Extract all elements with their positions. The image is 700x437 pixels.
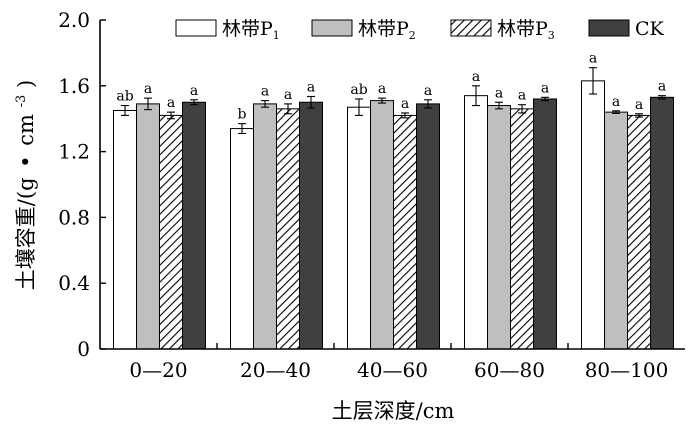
significance-letter: a — [658, 79, 666, 95]
x-tick-label: 60—80 — [474, 358, 545, 382]
y-tick-label: 1.2 — [58, 140, 90, 164]
legend-label: 林带P1 — [222, 18, 280, 42]
bar — [464, 95, 488, 350]
y-tick-label: 2.0 — [58, 8, 90, 32]
legend-label-main: 林带P — [497, 18, 548, 40]
bar — [604, 111, 628, 350]
significance-letter: a — [612, 94, 620, 110]
bar — [136, 103, 160, 350]
legend-label-subscript: 3 — [548, 29, 555, 42]
y-tick-label: 0.4 — [58, 271, 90, 295]
y-tick-label: 0.8 — [58, 205, 90, 229]
bar — [487, 105, 511, 350]
legend-swatch — [588, 19, 630, 37]
y-ticks: 0 0.4 0.8 1.2 1.6 2.0 — [58, 8, 106, 361]
bar — [276, 108, 300, 350]
significance-letter: a — [167, 95, 175, 111]
y-axis-title-close: ) — [14, 80, 38, 88]
bar — [299, 101, 323, 350]
significance-letter: ab — [116, 89, 133, 105]
bar — [416, 103, 440, 350]
bar — [230, 128, 254, 350]
y-axis-title-exponent: -3 — [14, 95, 29, 108]
significance-letter: a — [589, 51, 597, 67]
significance-letter: a — [190, 83, 198, 99]
x-tick-label: 20—40 — [240, 358, 311, 382]
y-axis-title-unit: cm — [14, 114, 38, 146]
bar — [370, 100, 394, 350]
x-tick-label: 40—60 — [357, 358, 428, 382]
y-axis-title: 土壤容重/(g • cm -3 ) — [6, 80, 38, 290]
legend-swatch — [175, 19, 217, 37]
bar — [650, 96, 674, 350]
legend-label-main: 林带P — [222, 18, 273, 40]
significance-letter: a — [424, 83, 432, 99]
legend-label-main: 林带P — [358, 18, 409, 40]
significance-letter: a — [401, 96, 409, 112]
bar — [113, 109, 137, 350]
x-ticks: 0—20 20—40 40—60 60—80 80—100 — [129, 343, 668, 382]
significance-letter: a — [378, 81, 386, 97]
axes-layer — [99, 20, 685, 350]
significance-letter: a — [307, 79, 315, 95]
legend-label-subscript: 1 — [273, 29, 280, 42]
legend-swatch — [311, 19, 353, 37]
bar — [533, 98, 557, 350]
y-axis-title-dot: • — [14, 155, 38, 167]
bar — [159, 114, 183, 350]
significance-letter: a — [495, 85, 503, 101]
y-tick-label: 1.6 — [58, 74, 90, 98]
significance-letter: ab — [350, 82, 367, 98]
significance-letter: b — [238, 107, 247, 123]
significance-letter: a — [261, 84, 269, 100]
bar — [581, 80, 605, 350]
bar — [253, 103, 277, 350]
legend: 林带P1 林带P2 林带P3 CK — [175, 18, 665, 42]
bar — [182, 101, 206, 350]
significance-letter: a — [635, 97, 643, 113]
bar — [510, 108, 534, 350]
y-axis-title-main: 土壤容重/(g — [14, 177, 38, 290]
y-tick-label: 0 — [77, 337, 90, 361]
significance-letter: a — [144, 81, 152, 97]
legend-label-main: CK — [635, 18, 665, 40]
legend-label: CK — [635, 18, 665, 40]
significance-letter: a — [518, 88, 526, 104]
bar — [393, 114, 417, 350]
legend-swatch — [450, 19, 492, 37]
legend-label: 林带P3 — [497, 18, 555, 42]
legend-label-subscript: 2 — [409, 29, 416, 42]
x-tick-label: 80—100 — [585, 358, 669, 382]
significance-letter: a — [284, 87, 292, 103]
bar — [627, 114, 651, 350]
x-tick-label: 0—20 — [129, 358, 187, 382]
legend-label: 林带P2 — [358, 18, 416, 42]
significance-letter: a — [541, 80, 549, 96]
x-axis-title: 土层深度/cm — [332, 399, 455, 423]
significance-letter: a — [472, 69, 480, 85]
bar — [347, 106, 371, 350]
